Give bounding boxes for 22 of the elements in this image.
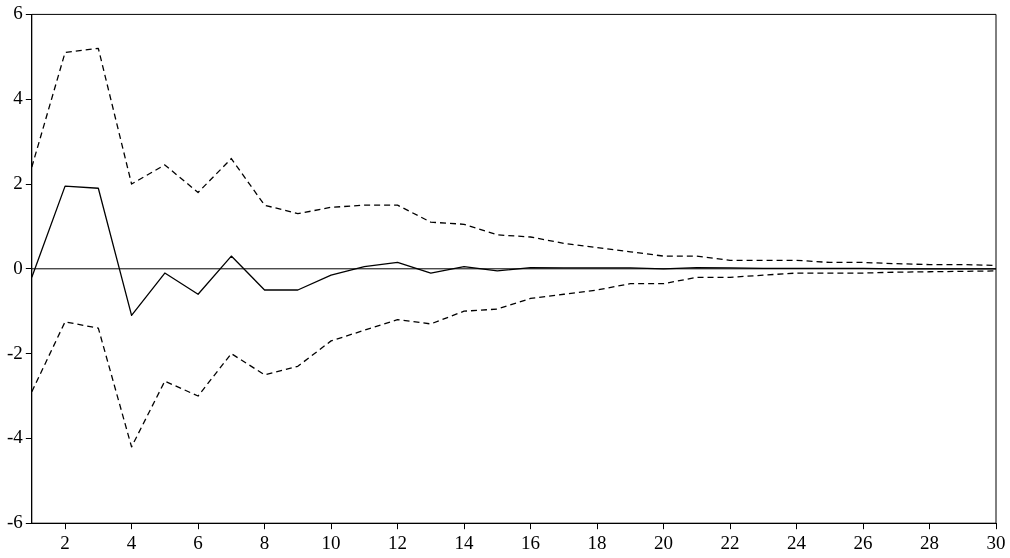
y-tick-label: -6 (7, 511, 23, 533)
x-tick-label: 10 (321, 531, 341, 553)
x-tick-label: 8 (259, 531, 270, 553)
y-tick-label: 4 (13, 87, 24, 109)
y-tick-label: -2 (7, 341, 23, 363)
x-tick-label: 20 (654, 531, 674, 553)
x-tick-label: 14 (454, 531, 475, 553)
y-tick-label: 0 (13, 256, 23, 278)
x-tick-label: 16 (521, 531, 541, 553)
y-tick-label: -4 (7, 426, 24, 448)
x-tick-label: 12 (388, 531, 408, 553)
y-tick-label: 2 (13, 171, 23, 193)
x-tick-label: 4 (126, 531, 137, 553)
x-tick-label: 2 (60, 531, 70, 553)
x-tick-label: 6 (193, 531, 203, 553)
x-tick-label: 26 (853, 531, 873, 553)
x-tick-label: 24 (787, 531, 807, 553)
x-tick-label: 28 (920, 531, 940, 553)
y-tick-label: 6 (13, 2, 23, 24)
x-tick-label: 30 (986, 531, 1006, 553)
x-tick-label: 22 (720, 531, 740, 553)
x-tick-label: 18 (587, 531, 607, 553)
